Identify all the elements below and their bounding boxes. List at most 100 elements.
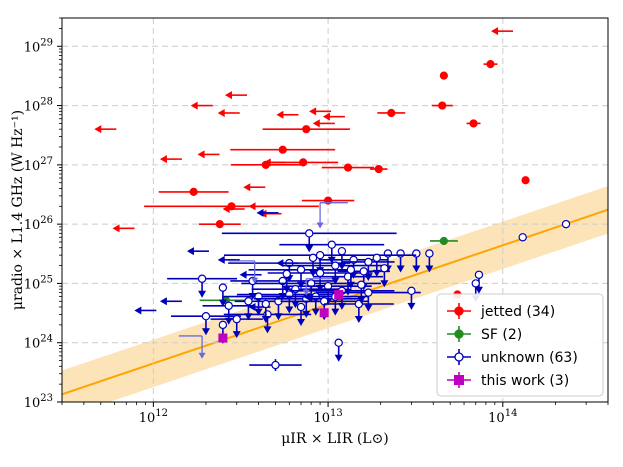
x-axis-label: μIR × LIR (L⊙) xyxy=(281,431,389,447)
unknown-point-14 xyxy=(331,261,340,270)
unknown-point-25-ul-arrow-head xyxy=(364,304,373,312)
unknown-point-17 xyxy=(197,274,207,283)
unknown-point-14-ul-arrow-head xyxy=(331,277,340,285)
unknown-point-2 xyxy=(474,270,484,279)
unknown-point-35-ul-arrow-head xyxy=(201,328,210,336)
unknown-point-38 xyxy=(218,320,228,330)
y-tick-label-6: 1029 xyxy=(24,37,53,55)
unknown-point-23-ul-arrow-head xyxy=(291,301,300,309)
unknown-point-43-ul-arrow-head xyxy=(217,255,225,264)
unknown-point-55-ul-arrow-head xyxy=(282,285,291,293)
jetted-point-21-ul-arrow-head xyxy=(309,107,317,116)
lensing-shift-head-3 xyxy=(302,289,310,296)
y-tick-label-1: 1024 xyxy=(24,334,53,352)
unknown-point-5 xyxy=(327,240,336,249)
unknown-point-46-ul-arrow-head xyxy=(256,208,264,217)
lensing-shift-head-1 xyxy=(198,352,206,359)
legend-entry-0: jetted (34) xyxy=(447,303,555,320)
unknown-point-56 xyxy=(244,297,253,306)
legend-entry-1: SF (2) xyxy=(447,326,522,343)
jetted-point-23-ul-arrow-head xyxy=(94,125,102,134)
unknown-point-27-ul-arrow-head xyxy=(285,306,294,314)
unknown-point-42-ul-arrow-head xyxy=(186,247,194,256)
series-unknown xyxy=(134,208,571,371)
unknown-point-61-ul-arrow-head xyxy=(218,299,227,307)
unknown-point-25 xyxy=(364,288,373,297)
jetted-point-33-ul-arrow-head xyxy=(322,112,330,121)
tick-layer: 1012 1013 1014 1023 1024 1025 1026 1027 1028 1029 xyxy=(24,17,609,426)
jetted-point-14 xyxy=(215,220,224,229)
unknown-point-26-ul-arrow-head xyxy=(407,302,416,310)
unknown-point-58 xyxy=(261,299,270,309)
unknown-point-2-ul-arrow-head xyxy=(474,286,483,294)
unknown-point-52-ul-arrow-head xyxy=(309,269,318,277)
legend-marker-0 xyxy=(454,306,464,316)
lensing-shift-head-0 xyxy=(316,222,324,229)
legend-marker-3 xyxy=(454,375,464,385)
jetted-point-18-ul-arrow-head xyxy=(190,101,198,110)
legend-label-1: SF (2) xyxy=(481,327,522,343)
series-layer xyxy=(94,27,571,371)
series-SF xyxy=(199,236,458,305)
series-this xyxy=(218,290,344,343)
unknown-point-59-ul-arrow-head xyxy=(331,308,340,316)
unknown-point-57-ul-arrow-head xyxy=(297,319,306,327)
unknown-point-50 xyxy=(372,253,381,263)
plot-frame xyxy=(61,17,609,403)
unknown-point-49-ul-arrow-head xyxy=(302,292,310,301)
unknown-point-62-ul-arrow-head xyxy=(248,292,257,300)
unknown-point-54 xyxy=(380,264,389,273)
unknown-point-51 xyxy=(337,246,347,256)
unknown-point-23 xyxy=(291,284,300,294)
unknown-point-3 xyxy=(471,279,480,288)
unknown-point-44-ul-arrow-head xyxy=(239,270,247,279)
jetted-point-3 xyxy=(469,119,478,128)
jetted-point-1 xyxy=(439,71,448,80)
jetted-point-25-ul-arrow-head xyxy=(263,158,271,167)
unknown-point-26 xyxy=(407,286,416,296)
jetted-point-19-ul-arrow-head xyxy=(224,91,232,100)
unknown-point-39-ul-arrow-head xyxy=(334,354,343,362)
unknown-point-4-ul-arrow-head xyxy=(305,245,314,253)
unknown-point-53-ul-arrow-head xyxy=(346,281,355,289)
jetted-point-0 xyxy=(486,60,495,69)
x-tick-label-1: 1013 xyxy=(313,408,342,426)
unknown-point-48-ul-arrow-head xyxy=(276,259,284,268)
jetted-point-17-ul-arrow-head xyxy=(491,27,499,36)
unknown-point-60 xyxy=(357,280,366,289)
unknown-point-29-ul-arrow-head xyxy=(254,308,263,316)
jetted-point-11 xyxy=(189,187,198,196)
unknown-point-17-ul-arrow-head xyxy=(198,290,207,298)
unknown-point-40 xyxy=(271,360,280,370)
jetted-point-7 xyxy=(299,158,308,167)
unknown-point-47-ul-arrow-head xyxy=(159,297,167,306)
jetted-point-2 xyxy=(438,101,447,110)
unknown-point-8 xyxy=(412,249,421,258)
y-axis-label: μradio × L1.4 GHz (W Hz⁻¹) xyxy=(10,110,26,310)
unknown-point-39 xyxy=(334,338,343,347)
this-point-1 xyxy=(319,308,329,318)
legend-marker-2 xyxy=(454,352,464,362)
unknown-point-1 xyxy=(518,233,527,242)
unknown-point-28-ul-arrow-head xyxy=(311,308,320,316)
unknown-point-32 xyxy=(319,297,329,306)
legend-entry-2: unknown (63) xyxy=(447,349,578,366)
unknown-point-58-ul-arrow-head xyxy=(261,315,270,323)
unknown-point-57 xyxy=(296,302,306,312)
legend-label-3: this work (3) xyxy=(481,373,569,389)
jetted-point-10 xyxy=(374,164,383,174)
unknown-point-21 xyxy=(306,279,316,288)
unknown-point-12-ul-arrow-head xyxy=(364,273,373,281)
jetted-point-6 xyxy=(278,145,287,154)
unknown-point-8-ul-arrow-head xyxy=(412,265,421,273)
unknown-point-35 xyxy=(201,312,211,321)
jetted-point-28-ul-arrow-head xyxy=(248,202,256,211)
jetted-point-24-ul-arrow-head xyxy=(159,155,167,164)
unknown-point-9 xyxy=(425,249,434,258)
y-tick-label-0: 1023 xyxy=(24,393,53,411)
unknown-point-50-ul-arrow-head xyxy=(372,269,381,277)
unknown-point-34 xyxy=(224,301,233,310)
unknown-point-0 xyxy=(561,219,571,229)
y-tick-label-2: 1025 xyxy=(24,274,53,292)
